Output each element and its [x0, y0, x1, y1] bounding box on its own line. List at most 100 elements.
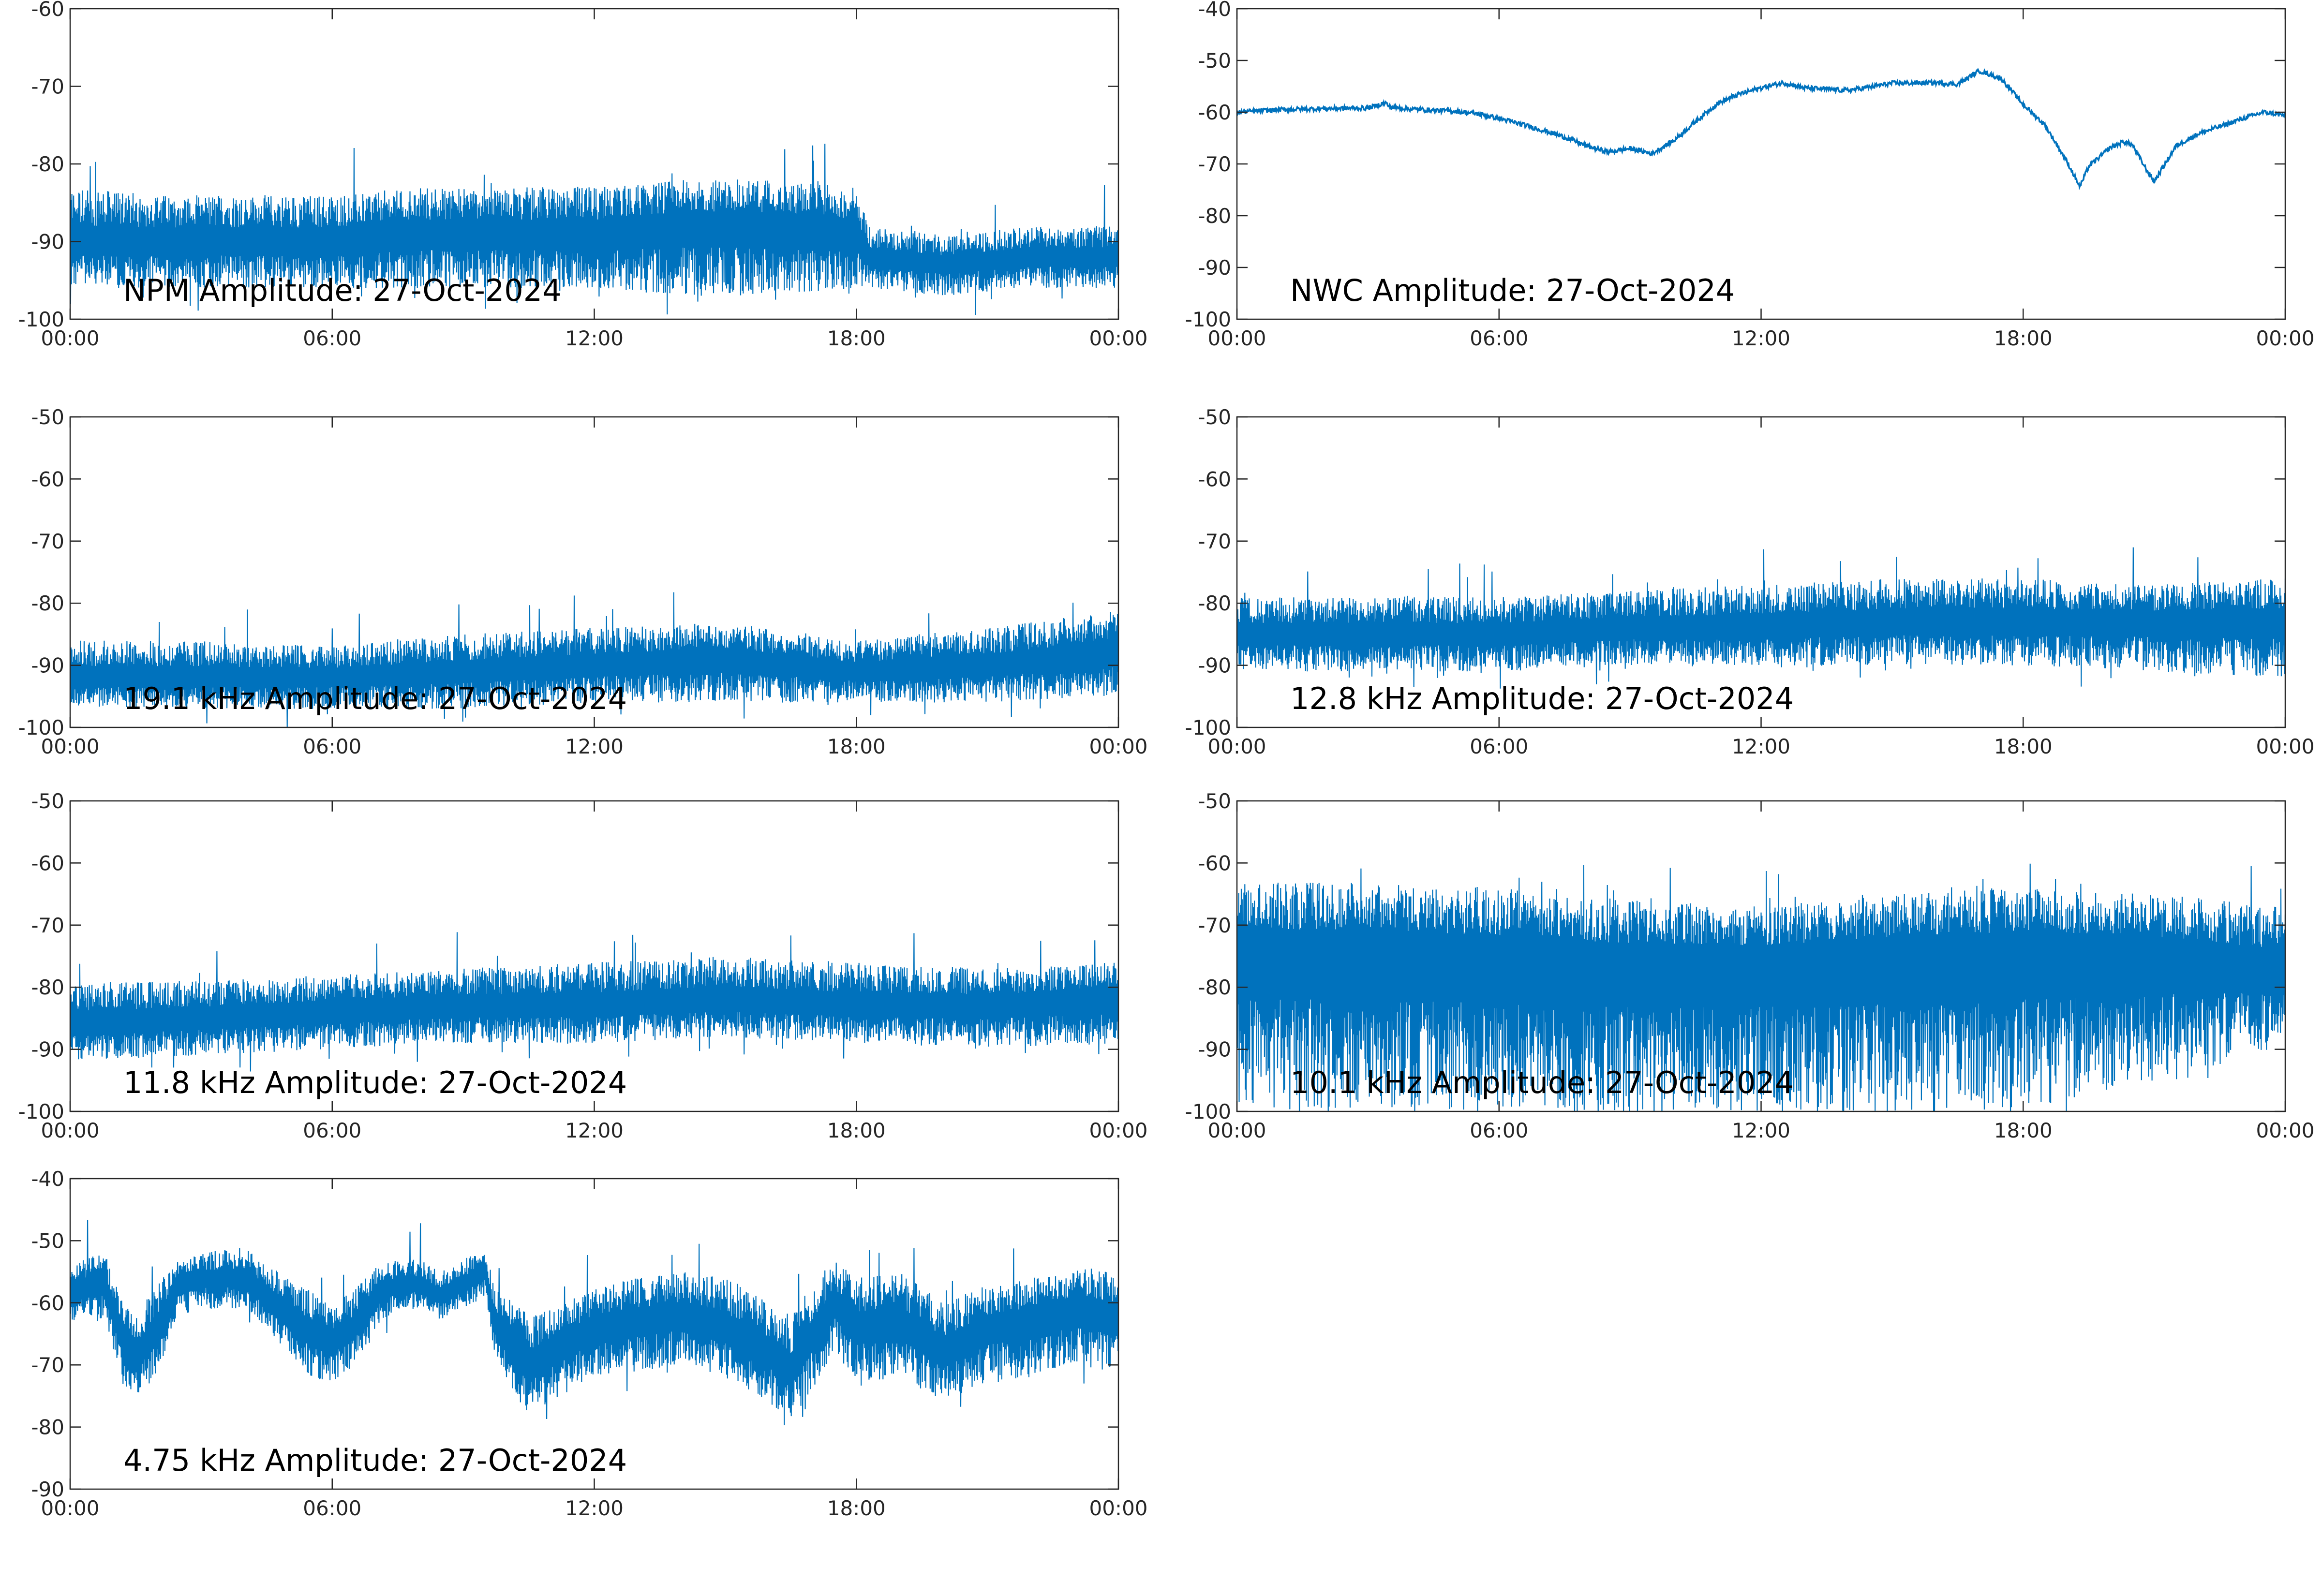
y-tick-label: -100 — [1185, 716, 1231, 739]
y-tick-label: -70 — [31, 530, 64, 553]
x-tick-label: 12:00 — [565, 1119, 624, 1142]
x-tick-label: 06:00 — [303, 1119, 361, 1142]
x-tick-label: 00:00 — [1207, 735, 1266, 758]
panel-title: NWC Amplitude: 27-Oct-2024 — [1290, 273, 1735, 308]
y-tick-label: -100 — [18, 716, 64, 739]
x-tick-label: 18:00 — [1994, 326, 2053, 350]
y-tick-label: -60 — [31, 1291, 64, 1315]
x-tick-label: 18:00 — [827, 735, 886, 758]
x-tick-label: 12:00 — [1732, 1119, 1790, 1142]
amplitude-series-line — [70, 932, 1118, 1072]
x-tick-label: 00:00 — [1207, 1119, 1266, 1142]
y-tick-label: -50 — [1198, 405, 1231, 429]
amplitude-series-line — [70, 144, 1118, 315]
x-tick-label: 00:00 — [41, 326, 99, 350]
y-tick-label: -50 — [31, 1229, 64, 1253]
amplitude-series-line — [1237, 547, 2285, 689]
x-tick-label: 18:00 — [827, 326, 886, 350]
x-tick-label: 12:00 — [565, 735, 624, 758]
x-tick-label: 18:00 — [1994, 735, 2053, 758]
x-tick-label: 00:00 — [1089, 326, 1147, 350]
panel-title: 12.8 kHz Amplitude: 27-Oct-2024 — [1290, 681, 1794, 716]
x-tick-label: 06:00 — [303, 326, 361, 350]
y-tick-label: -60 — [31, 0, 64, 21]
y-tick-label: -100 — [1185, 308, 1231, 331]
y-tick-label: -80 — [1198, 591, 1231, 615]
y-tick-label: -90 — [31, 1038, 64, 1062]
x-tick-label: 18:00 — [1994, 1119, 2053, 1142]
y-tick-label: -100 — [1185, 1100, 1231, 1123]
x-tick-label: 00:00 — [2256, 326, 2314, 350]
x-tick-label: 00:00 — [2256, 735, 2314, 758]
x-tick-label: 06:00 — [303, 735, 361, 758]
y-tick-label: -70 — [1198, 914, 1231, 937]
y-tick-label: -90 — [31, 230, 64, 254]
x-tick-label: 06:00 — [1470, 1119, 1528, 1142]
x-tick-label: 12:00 — [565, 326, 624, 350]
y-tick-label: -40 — [1198, 0, 1231, 21]
x-tick-label: 18:00 — [827, 1119, 886, 1142]
x-tick-label: 06:00 — [1470, 735, 1528, 758]
y-tick-label: -90 — [31, 654, 64, 678]
y-tick-label: -90 — [31, 1478, 64, 1501]
panel-title: 19.1 kHz Amplitude: 27-Oct-2024 — [123, 681, 627, 716]
x-tick-label: 06:00 — [303, 1496, 361, 1520]
x-tick-label: 12:00 — [1732, 326, 1790, 350]
y-tick-label: -50 — [1198, 49, 1231, 73]
y-tick-label: -80 — [31, 975, 64, 999]
x-tick-label: 00:00 — [1089, 1119, 1147, 1142]
amplitude-series-line — [1237, 863, 2285, 1111]
y-tick-label: -60 — [31, 467, 64, 491]
y-tick-label: -50 — [31, 405, 64, 429]
amplitude-series-line — [70, 1220, 1118, 1426]
amplitude-series-line — [1237, 67, 2285, 191]
y-tick-label: -80 — [31, 152, 64, 176]
amplitude-series-line — [70, 592, 1118, 727]
x-tick-label: 00:00 — [1089, 735, 1147, 758]
panel-title: 4.75 kHz Amplitude: 27-Oct-2024 — [123, 1443, 627, 1478]
y-tick-label: -80 — [1198, 204, 1231, 228]
x-tick-label: 00:00 — [1207, 326, 1266, 350]
y-tick-label: -40 — [31, 1167, 64, 1191]
x-tick-label: 00:00 — [41, 1496, 99, 1520]
y-tick-label: -100 — [18, 1100, 64, 1123]
y-tick-label: -70 — [1198, 530, 1231, 553]
y-tick-label: -80 — [31, 591, 64, 615]
y-tick-label: -80 — [31, 1416, 64, 1439]
x-tick-label: 18:00 — [827, 1496, 886, 1520]
y-tick-label: -90 — [1198, 1038, 1231, 1062]
y-tick-label: -100 — [18, 308, 64, 331]
y-tick-label: -80 — [1198, 975, 1231, 999]
panel-title: NPM Amplitude: 27-Oct-2024 — [123, 273, 562, 308]
y-tick-label: -70 — [31, 1353, 64, 1377]
y-tick-label: -60 — [1198, 851, 1231, 875]
panel-title: 10.1 kHz Amplitude: 27-Oct-2024 — [1290, 1065, 1794, 1100]
x-tick-label: 00:00 — [41, 735, 99, 758]
y-tick-label: -60 — [1198, 101, 1231, 124]
x-tick-label: 00:00 — [41, 1119, 99, 1142]
y-tick-label: -70 — [31, 914, 64, 937]
y-tick-label: -70 — [31, 75, 64, 99]
y-tick-label: -70 — [1198, 152, 1231, 176]
x-tick-label: 00:00 — [1089, 1496, 1147, 1520]
y-tick-label: -50 — [31, 789, 64, 813]
x-tick-label: 00:00 — [2256, 1119, 2314, 1142]
x-tick-label: 06:00 — [1470, 326, 1528, 350]
panel-title: 11.8 kHz Amplitude: 27-Oct-2024 — [123, 1065, 627, 1100]
y-tick-label: -90 — [1198, 256, 1231, 280]
y-tick-label: -50 — [1198, 789, 1231, 813]
y-tick-label: -60 — [1198, 467, 1231, 491]
y-tick-label: -60 — [31, 851, 64, 875]
y-tick-label: -90 — [1198, 654, 1231, 678]
x-tick-label: 12:00 — [1732, 735, 1790, 758]
x-tick-label: 12:00 — [565, 1496, 624, 1520]
